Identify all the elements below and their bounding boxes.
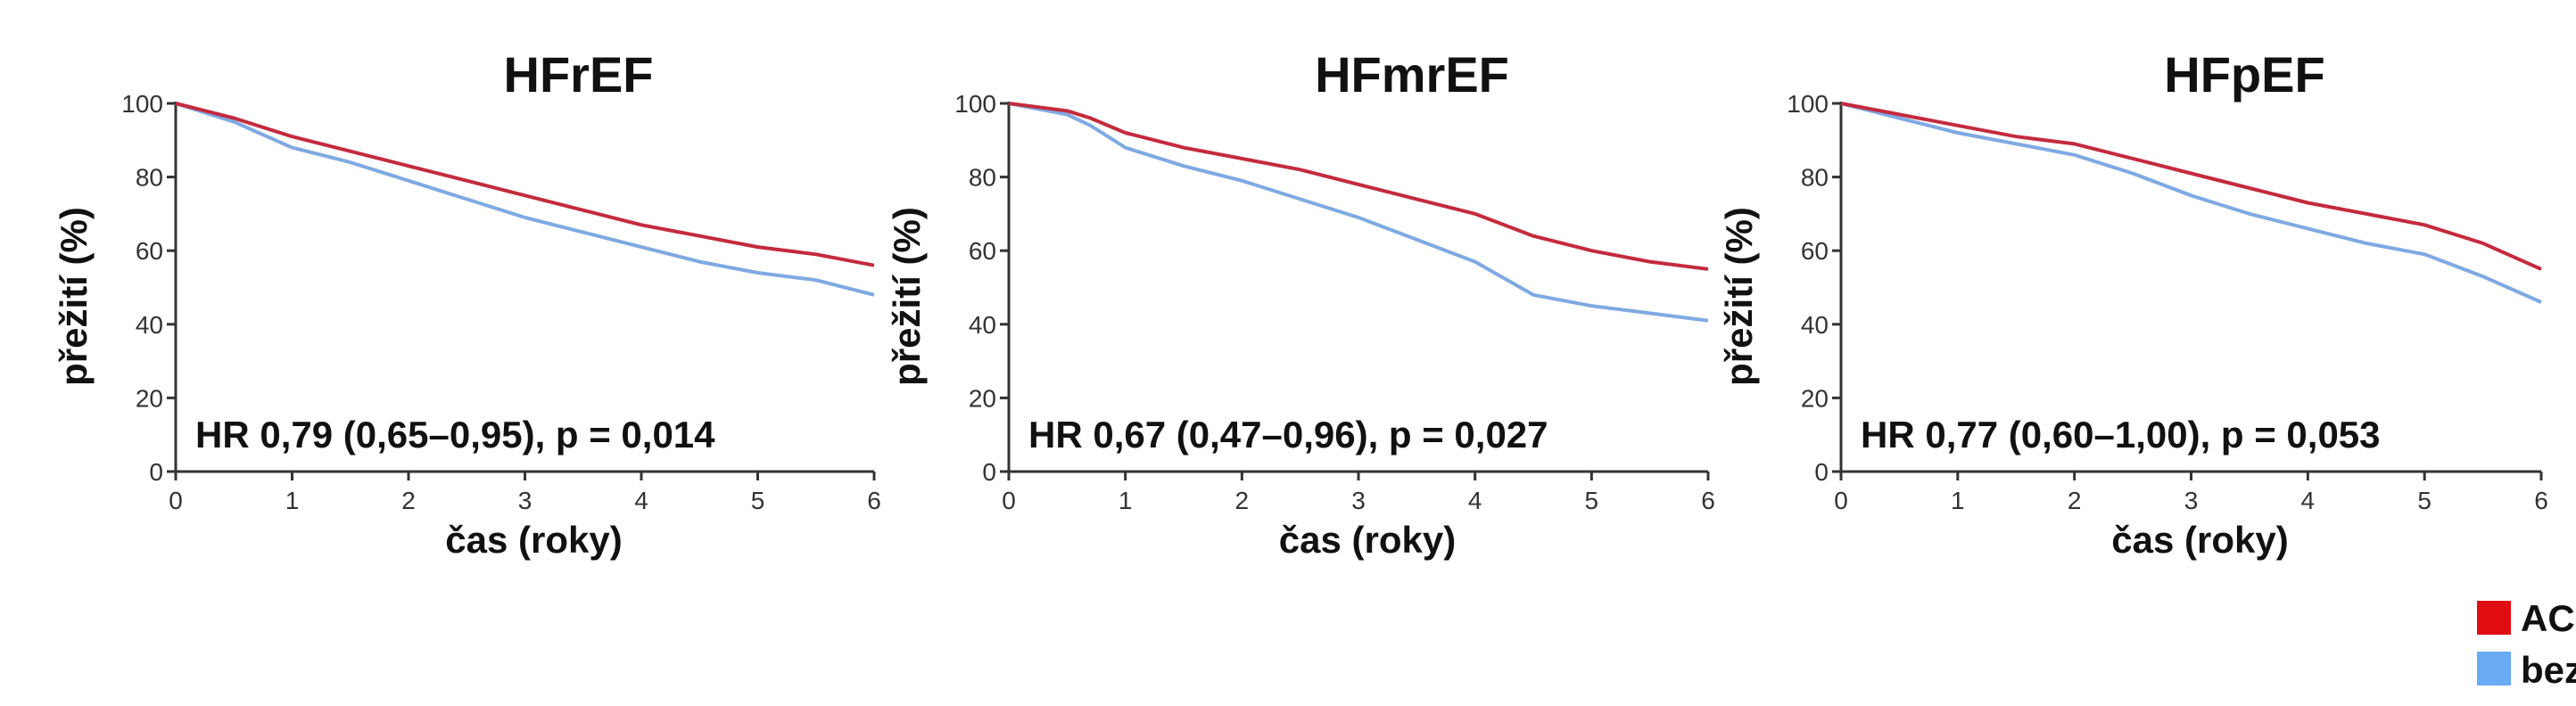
series-line-acei-arbs bbox=[1008, 102, 1709, 271]
x-tick-label: 4 bbox=[1468, 487, 1482, 514]
x-tick-label: 6 bbox=[2534, 487, 2548, 514]
y-tick-label: 100 bbox=[121, 90, 163, 118]
x-tick-label: 3 bbox=[518, 487, 533, 514]
series-line-bez-acei-arbs bbox=[1008, 102, 1709, 323]
y-axis-label: přežití (%) bbox=[886, 207, 928, 386]
panel-hfref: HFrEF čas (roky) přežití (%) HR 0,79 (0,65–… bbox=[53, 46, 881, 561]
series-line-acei-arbs bbox=[175, 102, 875, 267]
x-axis-label: čas (roky) bbox=[2111, 519, 2288, 561]
y-tick-label: 60 bbox=[1801, 237, 1829, 265]
chart-title: HFmrEF bbox=[1315, 46, 1509, 103]
x-tick-label: 5 bbox=[751, 487, 765, 514]
x-tick-label: 3 bbox=[1351, 487, 1366, 514]
legend-swatch-bez-acei bbox=[2477, 652, 2511, 685]
y-tick-label: 100 bbox=[1787, 90, 1829, 118]
panel-hfmref: HFmrEF čas (roky) přežití (%) HR 0,67 (0,47… bbox=[886, 46, 1715, 561]
x-tick-label: 2 bbox=[401, 487, 416, 514]
x-tick-label: 2 bbox=[1235, 487, 1250, 514]
x-tick-label: 6 bbox=[867, 487, 881, 514]
x-tick-label: 4 bbox=[2301, 487, 2316, 514]
x-tick-label: 2 bbox=[2068, 487, 2082, 514]
chart-title: HFpEF bbox=[2164, 46, 2324, 103]
y-axis-label: přežití (%) bbox=[1718, 207, 1760, 386]
x-tick-label: 5 bbox=[2417, 487, 2432, 514]
x-axis-label: čas (roky) bbox=[1279, 519, 1456, 561]
series-line-bez-acei-arbs bbox=[1840, 102, 2542, 304]
y-tick-label: 40 bbox=[136, 311, 163, 339]
legend-label-bez-acei: bez ACEi/ARBs bbox=[2521, 649, 2576, 691]
x-tick-label: 4 bbox=[634, 487, 648, 514]
y-tick-label: 40 bbox=[969, 311, 996, 339]
x-tick-label: 1 bbox=[1951, 487, 1965, 514]
y-tick-label: 0 bbox=[1814, 458, 1829, 486]
y-tick-label: 0 bbox=[982, 458, 996, 486]
x-tick-label: 0 bbox=[1002, 487, 1016, 514]
y-tick-label: 20 bbox=[1801, 384, 1829, 412]
x-tick-label: 0 bbox=[169, 487, 183, 514]
hazard-ratio-annotation: HR 0,77 (0,60–1,00), p = 0,053 bbox=[1861, 414, 2381, 456]
chart-title: HFrEF bbox=[504, 46, 654, 103]
x-axis-label: čas (roky) bbox=[445, 519, 622, 561]
panel-hfpef: HFpEF čas (roky) přežití (%) HR 0,77 (0,60–… bbox=[1718, 46, 2548, 561]
x-tick-label: 0 bbox=[1834, 487, 1848, 514]
series-line-bez-acei-arbs bbox=[175, 102, 875, 297]
y-tick-label: 100 bbox=[954, 90, 996, 118]
y-tick-label: 60 bbox=[969, 237, 996, 265]
x-tick-label: 1 bbox=[285, 487, 300, 514]
hazard-ratio-annotation: HR 0,67 (0,47–0,96), p = 0,027 bbox=[1028, 414, 1548, 456]
y-tick-label: 80 bbox=[1801, 164, 1829, 192]
x-tick-label: 6 bbox=[1701, 487, 1715, 514]
x-tick-label: 5 bbox=[1585, 487, 1599, 514]
y-tick-label: 20 bbox=[136, 384, 163, 412]
legend-swatch-acei bbox=[2477, 601, 2511, 635]
legend: ACEi/ARBs bez ACEi/ARBs bbox=[2477, 597, 2576, 691]
y-tick-label: 40 bbox=[1801, 311, 1829, 339]
y-tick-label: 80 bbox=[969, 164, 996, 192]
hazard-ratio-annotation: HR 0,79 (0,65–0,95), p = 0,014 bbox=[195, 414, 715, 456]
series-line-acei-arbs bbox=[1840, 102, 2542, 271]
legend-label-acei: ACEi/ARBs bbox=[2521, 597, 2576, 639]
x-tick-label: 3 bbox=[2184, 487, 2199, 514]
x-tick-label: 1 bbox=[1119, 487, 1133, 514]
y-axis-label: přežití (%) bbox=[53, 207, 95, 386]
y-tick-label: 60 bbox=[136, 237, 163, 265]
y-tick-label: 0 bbox=[149, 458, 163, 486]
y-tick-label: 20 bbox=[969, 384, 996, 412]
y-tick-label: 80 bbox=[136, 164, 163, 192]
